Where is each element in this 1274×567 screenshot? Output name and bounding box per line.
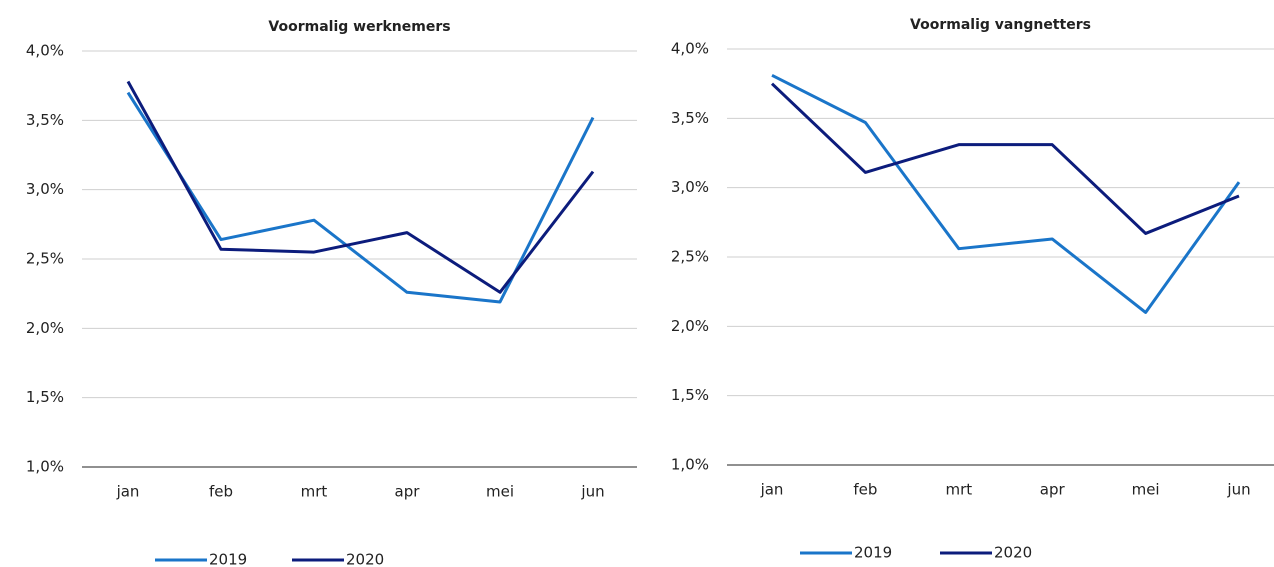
legend-label: 2019 xyxy=(854,544,892,562)
x-tick-label: mei xyxy=(1132,481,1160,499)
y-tick-label: 1,5% xyxy=(26,388,64,406)
y-tick-label: 2,5% xyxy=(671,248,709,266)
x-tick-label: mrt xyxy=(301,483,328,501)
x-tick-label: jun xyxy=(1226,481,1250,499)
y-tick-label: 1,5% xyxy=(671,386,709,404)
y-tick-label: 3,5% xyxy=(671,109,709,127)
x-tick-label: feb xyxy=(209,483,233,501)
x-tick-label: apr xyxy=(395,483,421,501)
y-tick-label: 4,0% xyxy=(671,40,709,58)
y-tick-label: 3,0% xyxy=(26,180,64,198)
legend-label: 2019 xyxy=(209,551,247,567)
y-tick-label: 3,5% xyxy=(26,111,64,129)
x-tick-label: mrt xyxy=(945,481,972,499)
y-tick-label: 4,0% xyxy=(26,42,64,60)
series-line xyxy=(771,74,1241,314)
y-tick-label: 2,0% xyxy=(671,317,709,335)
legend-label: 2020 xyxy=(994,544,1032,562)
x-tick-label: apr xyxy=(1040,481,1066,499)
y-tick-label: 2,0% xyxy=(26,319,64,337)
y-tick-label: 2,5% xyxy=(26,250,64,268)
chart-title: Voormalig werknemers xyxy=(268,19,450,35)
x-tick-label: jan xyxy=(760,481,784,499)
y-tick-label: 3,0% xyxy=(671,178,709,196)
x-tick-label: feb xyxy=(853,481,877,499)
series-line xyxy=(770,82,1240,235)
x-tick-label: jun xyxy=(580,483,604,501)
legend-label: 2020 xyxy=(346,551,384,567)
series-line xyxy=(126,91,595,304)
x-tick-label: mei xyxy=(486,483,514,501)
y-tick-label: 1,0% xyxy=(671,456,709,474)
series-line xyxy=(126,80,595,294)
x-tick-label: jan xyxy=(116,483,140,501)
y-tick-label: 1,0% xyxy=(26,458,64,476)
chart-title: Voormalig vangnetters xyxy=(910,17,1091,33)
